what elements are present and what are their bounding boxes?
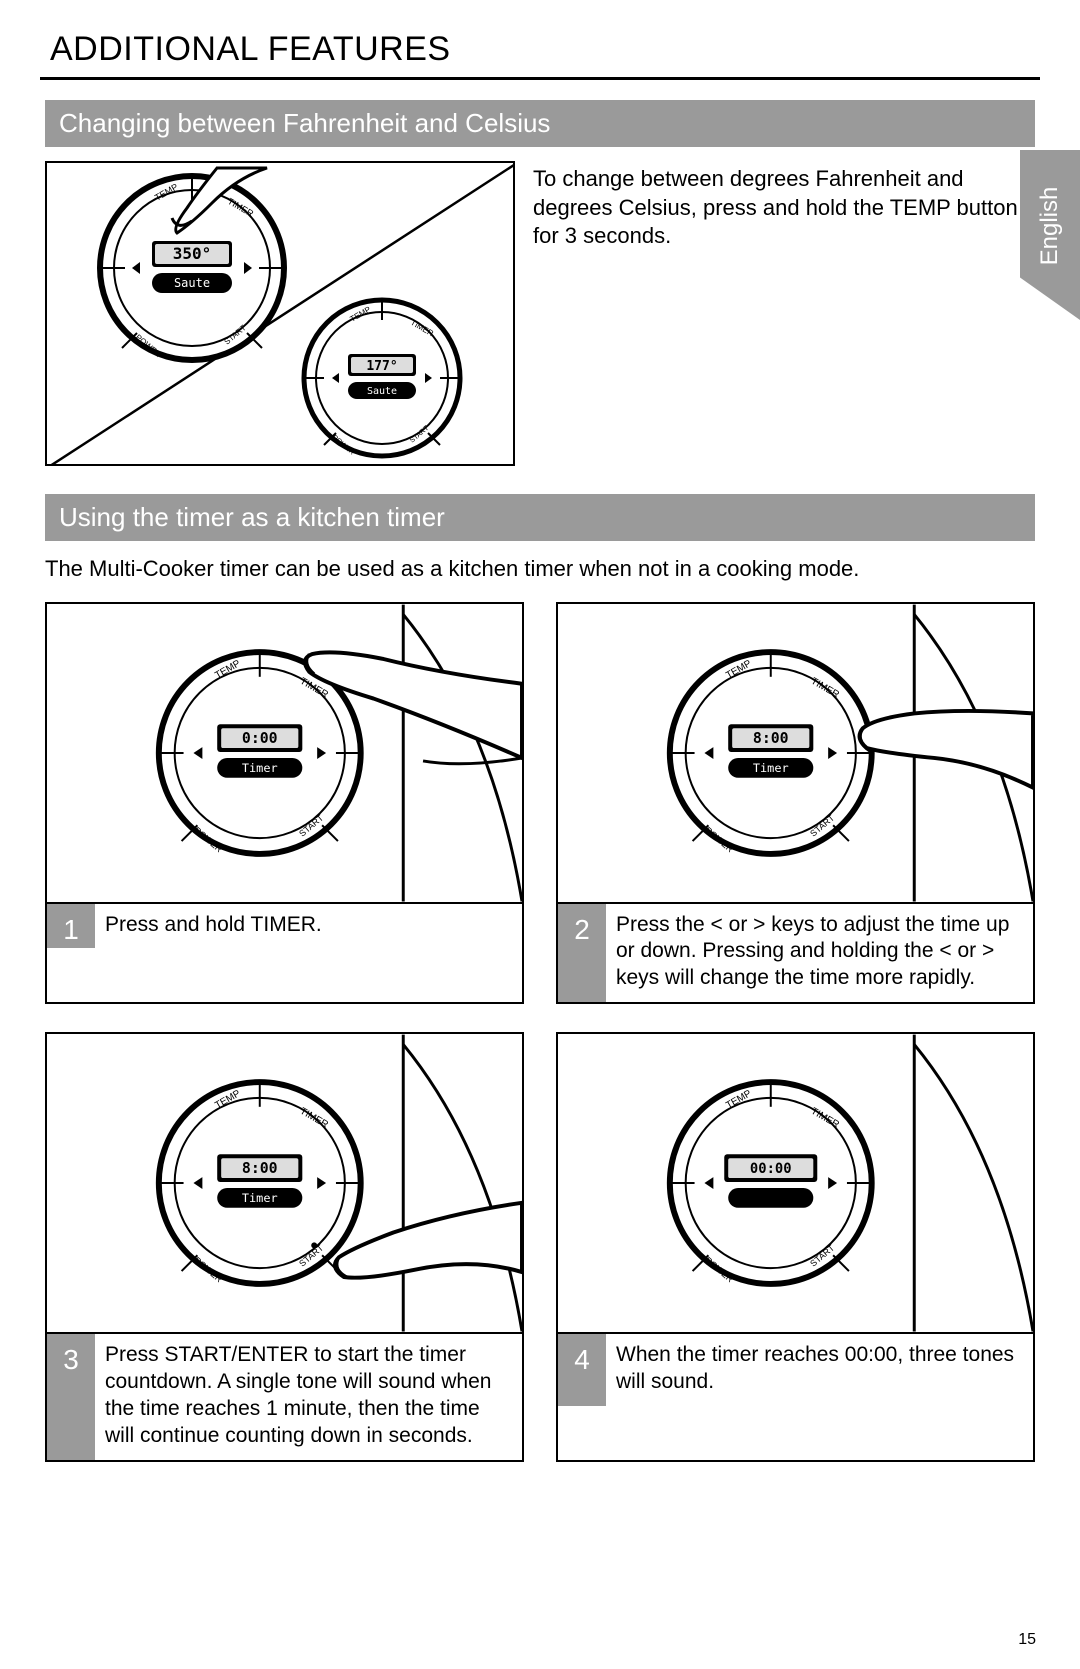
svg-text:8:00: 8:00 [753, 730, 789, 747]
page-title: ADDITIONAL FEATURES [40, 30, 1040, 80]
step-figure-1: 0:00 Timer TEMP TIMER POWER START [47, 604, 522, 904]
section-heading-timer: Using the timer as a kitchen timer [45, 494, 1035, 541]
svg-text:Timer: Timer [242, 1191, 278, 1205]
page-number: 15 [1018, 1631, 1036, 1649]
step-card-1: 0:00 Timer TEMP TIMER POWER START [45, 602, 524, 1005]
svg-text:177°: 177° [366, 359, 397, 374]
step-number: 1 [47, 904, 95, 949]
fc-description: To change between degrees Fahrenheit and… [533, 161, 1035, 466]
step-text: Press and hold TIMER. [95, 904, 522, 949]
svg-text:350°: 350° [173, 244, 212, 263]
svg-text:Timer: Timer [753, 760, 789, 774]
step-text: Press START/ENTER to start the timer cou… [95, 1334, 522, 1460]
svg-text:00:00: 00:00 [750, 1161, 792, 1177]
svg-text:8:00: 8:00 [242, 1160, 278, 1177]
step-text: When the timer reaches 00:00, three tone… [606, 1334, 1033, 1406]
svg-text:Saute: Saute [367, 386, 397, 397]
figure-fahrenheit-celsius: 350° Saute TEMP TIMER POWER START [45, 161, 515, 466]
svg-text:Timer: Timer [242, 760, 278, 774]
step-text: Press the < or > keys to adjust the time… [606, 904, 1033, 1003]
step-card-3: 8:00 Timer TEMP TIMER POWER START [45, 1032, 524, 1462]
timer-intro: The Multi-Cooker timer can be used as a … [45, 555, 1035, 584]
svg-text:0:00: 0:00 [242, 730, 278, 747]
step-number: 3 [47, 1334, 95, 1460]
language-label: English [1036, 176, 1064, 276]
step-card-4: 00:00 TEMP TIMER POWER START 4 When the … [556, 1032, 1035, 1462]
step-number: 2 [558, 904, 606, 1003]
section-heading-fc: Changing between Fahrenheit and Celsius [45, 100, 1035, 147]
step-figure-2: 8:00 Timer TEMP TIMER POWER START [558, 604, 1033, 904]
svg-text:Saute: Saute [174, 276, 210, 290]
step-card-2: 8:00 Timer TEMP TIMER POWER START [556, 602, 1035, 1005]
step-figure-4: 00:00 TEMP TIMER POWER START [558, 1034, 1033, 1334]
step-figure-3: 8:00 Timer TEMP TIMER POWER START [47, 1034, 522, 1334]
step-number: 4 [558, 1334, 606, 1406]
